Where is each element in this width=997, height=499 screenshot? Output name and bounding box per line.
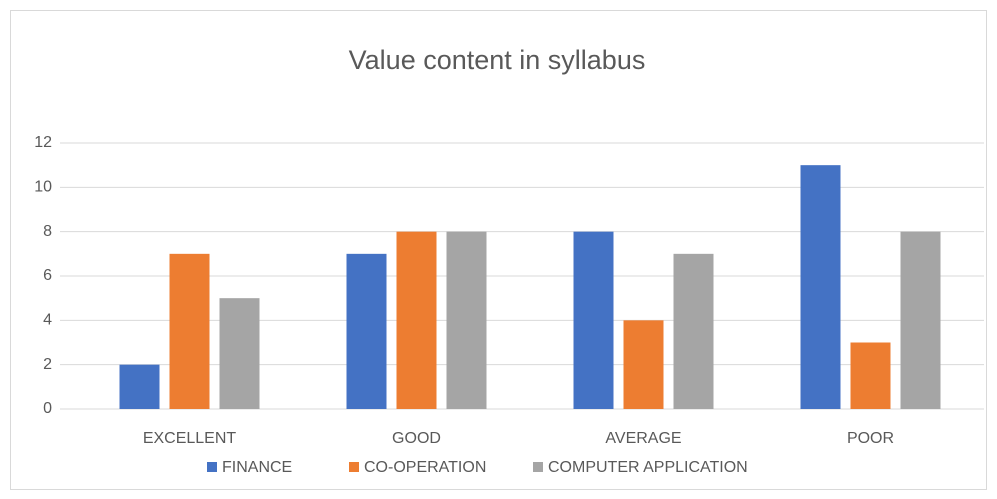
bar [900,231,941,409]
legend-swatch [533,462,543,472]
x-tick-label: GOOD [392,430,441,447]
bar [446,231,487,409]
bar [169,253,210,409]
bar [573,231,614,409]
y-tick-label: 8 [43,223,52,240]
legend-swatch [207,462,217,472]
x-tick-label: POOR [847,430,894,447]
legend-swatch [349,462,359,472]
chart-title: Value content in syllabus [349,45,646,75]
bar [673,253,714,409]
y-tick-label: 2 [43,356,52,373]
y-tick-label: 10 [34,179,52,196]
y-tick-label: 4 [43,312,52,329]
x-tick-label: AVERAGE [605,430,681,447]
bar [396,231,437,409]
legend-label: FINANCE [222,459,292,476]
bar [219,298,260,409]
y-tick-label: 6 [43,267,52,284]
bar [119,364,160,409]
y-tick-label: 0 [43,400,52,417]
bar [346,253,387,409]
bar [623,320,664,409]
legend-label: CO-OPERATION [364,459,486,476]
bar [800,165,841,409]
y-tick-label: 12 [34,134,52,151]
x-tick-label: EXCELLENT [143,430,237,447]
bar [850,342,891,409]
legend-label: COMPUTER APPLICATION [548,459,748,476]
